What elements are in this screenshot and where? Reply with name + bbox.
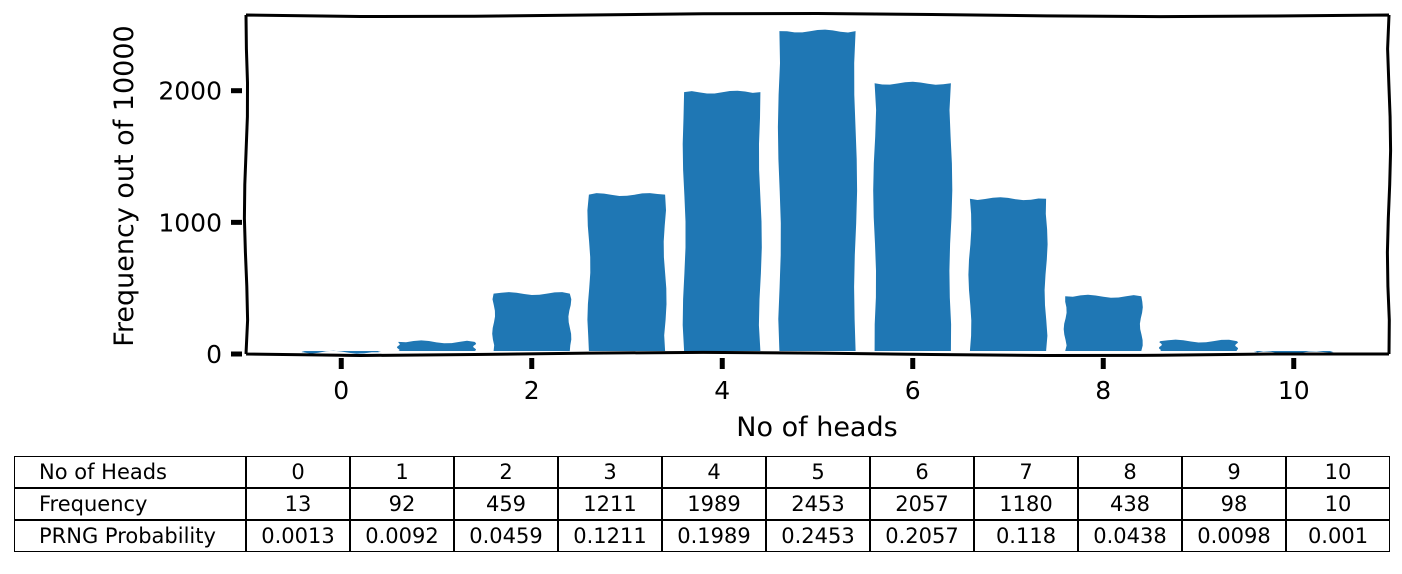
table-cell: 1211 xyxy=(558,488,662,520)
table-cell: 0 xyxy=(246,456,350,488)
data-table: No of Heads 0 1 2 3 4 5 6 7 8 9 10 Frequency 13 92 459 1… xyxy=(14,456,1390,552)
table-row: No of Heads 0 1 2 3 4 5 6 7 8 9 10 xyxy=(14,456,1390,488)
y-axis-label: Frequency out of 10000 xyxy=(109,25,140,346)
table-cell: 4 xyxy=(662,456,766,488)
table-cell: 0.0459 xyxy=(454,520,558,552)
table-cell: 2057 xyxy=(870,488,974,520)
x-tick-label: 4 xyxy=(714,376,730,405)
table-cell: 1 xyxy=(350,456,454,488)
table-cell: 438 xyxy=(1078,488,1182,520)
table-cell: 0.1211 xyxy=(558,520,662,552)
table-cell: 9 xyxy=(1182,456,1286,488)
y-tick-label: 1000 xyxy=(158,208,222,237)
table-cell: 6 xyxy=(870,456,974,488)
table-cell: 0.0092 xyxy=(350,520,454,552)
bar-6 xyxy=(873,81,953,351)
table-cell: 3 xyxy=(558,456,662,488)
table-cell: 0.1989 xyxy=(662,520,766,552)
x-tick-label: 2 xyxy=(524,376,540,405)
table-cell: 8 xyxy=(1078,456,1182,488)
table-cell: 0.0438 xyxy=(1078,520,1182,552)
table-row: Frequency 13 92 459 1211 1989 2453 2057 1180 438 9… xyxy=(14,488,1390,520)
bar-0 xyxy=(301,350,381,354)
table-cell: 92 xyxy=(350,488,454,520)
table-cell: 0.0013 xyxy=(246,520,350,552)
x-tick-label: 6 xyxy=(905,376,921,405)
y-tick-label: 2000 xyxy=(158,77,222,106)
table-cell: 13 xyxy=(246,488,350,520)
table-row-label: PRNG Probability xyxy=(14,520,246,552)
table-cell: 0.0098 xyxy=(1182,520,1286,552)
table-cell: 98 xyxy=(1182,488,1286,520)
bar-9 xyxy=(1158,339,1239,351)
table-cell: 1989 xyxy=(662,488,766,520)
x-tick-label: 10 xyxy=(1278,376,1310,405)
table-cell: 10 xyxy=(1286,488,1390,520)
table-cell: 2453 xyxy=(766,488,870,520)
bar-5 xyxy=(777,29,858,351)
table-cell: 1180 xyxy=(974,488,1078,520)
table-row-label: No of Heads xyxy=(14,456,246,488)
bar-2 xyxy=(492,292,572,351)
table-row: PRNG Probability 0.0013 0.0092 0.0459 0.1211… xyxy=(14,520,1390,552)
table-cell: 7 xyxy=(974,456,1078,488)
table-cell: 0.118 xyxy=(974,520,1078,552)
table-cell: 10 xyxy=(1286,456,1390,488)
table-cell: 0.001 xyxy=(1286,520,1390,552)
y-axis-ticks: 0 1000 2000 xyxy=(158,77,242,369)
table-cell: 0.2057 xyxy=(870,520,974,552)
bars-group xyxy=(301,29,1334,355)
y-tick-label: 0 xyxy=(206,340,222,369)
bar-3 xyxy=(587,193,667,351)
table-cell: 2 xyxy=(454,456,558,488)
table-cell: 459 xyxy=(454,488,558,520)
bar-chart: 0 2 4 6 8 10 0 1000 2000 No of heads Frequency … xyxy=(109,11,1393,443)
bar-7 xyxy=(968,197,1048,351)
x-axis-label: No of heads xyxy=(736,412,897,443)
axes-frame xyxy=(242,11,1393,358)
table-cell: 5 xyxy=(766,456,870,488)
x-tick-label: 8 xyxy=(1095,376,1111,405)
bar-4 xyxy=(682,90,762,351)
x-tick-label: 0 xyxy=(333,376,349,405)
x-axis-ticks: 0 2 4 6 8 10 xyxy=(333,358,1310,405)
bar-1 xyxy=(396,340,477,351)
table-cell: 0.2453 xyxy=(766,520,870,552)
bar-8 xyxy=(1063,294,1143,351)
table-row-label: Frequency xyxy=(14,488,246,520)
